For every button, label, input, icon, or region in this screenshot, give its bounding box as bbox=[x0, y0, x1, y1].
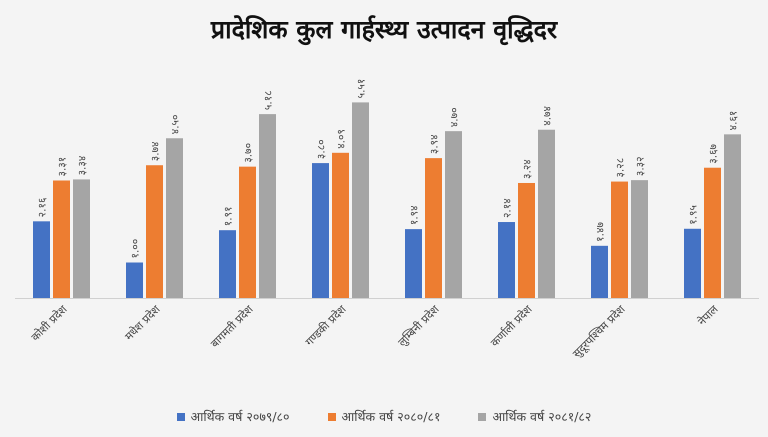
data-label: २.१६ bbox=[37, 198, 49, 218]
data-label: ४.०९ bbox=[336, 129, 348, 149]
data-label: १.०० bbox=[130, 239, 142, 259]
category-label: कोशी प्रदेश bbox=[29, 303, 70, 344]
data-label: ३.८० bbox=[316, 139, 328, 159]
bar bbox=[518, 182, 535, 298]
data-label: १.९४ bbox=[409, 205, 421, 225]
bar bbox=[405, 229, 422, 298]
category-label: नेपाल bbox=[695, 303, 721, 329]
bar bbox=[166, 138, 183, 298]
bar bbox=[704, 167, 721, 298]
legend-item-1: आर्थिक वर्ष २०८०/८१ bbox=[327, 408, 441, 425]
bar bbox=[73, 179, 90, 298]
bar bbox=[33, 221, 50, 298]
data-label: १.९५ bbox=[688, 205, 700, 225]
chart-title: प्रादेशिक कुल गार्हस्थ्य उत्पादन वृद्धिद… bbox=[210, 15, 558, 44]
bar bbox=[724, 134, 741, 298]
bar bbox=[425, 158, 442, 298]
bar bbox=[611, 181, 628, 298]
bar bbox=[126, 262, 143, 298]
data-label: ३.९४ bbox=[429, 134, 441, 154]
legend-label: आर्थिक वर्ष २०८०/८१ bbox=[341, 409, 441, 424]
bar bbox=[312, 163, 329, 298]
data-label: ३.३१ bbox=[57, 157, 69, 177]
legend-swatch-icon bbox=[176, 412, 185, 421]
data-label: १.४७ bbox=[595, 222, 607, 242]
bar bbox=[445, 131, 462, 298]
data-label: ३.७४ bbox=[150, 142, 162, 162]
bar bbox=[146, 165, 163, 298]
legend-item-0: आर्थिक वर्ष २०७९/८० bbox=[176, 408, 290, 425]
data-label: ५.५१ bbox=[356, 79, 368, 99]
data-label: ४.७० bbox=[449, 107, 461, 127]
category-label: सुदूरपश्चिम प्रदेश bbox=[570, 303, 628, 361]
data-label: १.९१ bbox=[223, 206, 235, 226]
bar bbox=[259, 114, 276, 298]
data-label: ३.६७ bbox=[708, 143, 720, 163]
category-label: गण्डकी प्रदेश bbox=[303, 303, 349, 349]
data-label: ३.७० bbox=[243, 143, 255, 163]
bar bbox=[498, 222, 515, 298]
data-label: ३.२४ bbox=[522, 159, 534, 179]
bar bbox=[219, 230, 236, 298]
bar bbox=[332, 152, 349, 298]
bar bbox=[538, 129, 555, 298]
data-label: ४.७४ bbox=[542, 106, 554, 126]
legend-swatch-icon bbox=[327, 412, 336, 421]
data-label: २.१४ bbox=[502, 198, 514, 218]
bar bbox=[631, 180, 648, 298]
bar bbox=[53, 180, 70, 298]
data-label: ३.२८ bbox=[615, 158, 627, 178]
category-label: लुम्बिनी प्रदेश bbox=[396, 303, 442, 349]
bar bbox=[352, 102, 369, 299]
category-label: कर्णाली प्रदेश bbox=[488, 303, 535, 350]
category-label: बागमती प्रदेश bbox=[208, 303, 256, 351]
bar bbox=[239, 166, 256, 298]
legend-swatch-icon bbox=[478, 412, 487, 421]
legend: आर्थिक वर्ष २०७९/८० आर्थिक वर्ष २०८०/८१ … bbox=[0, 408, 768, 425]
data-label: ३.३४ bbox=[77, 156, 89, 176]
data-label: ५.१८ bbox=[263, 90, 275, 110]
bar bbox=[684, 228, 701, 298]
data-label: ४.६१ bbox=[728, 111, 740, 131]
data-label: ४.५० bbox=[170, 115, 182, 135]
bar bbox=[591, 245, 608, 298]
legend-item-2: आर्थिक वर्ष २०८१/८२ bbox=[478, 408, 591, 425]
category-label: मधेश प्रदेश bbox=[122, 303, 163, 344]
legend-label: आर्थिक वर्ष २०८१/८२ bbox=[492, 409, 592, 424]
legend-label: आर्थिक वर्ष २०७९/८० bbox=[190, 409, 290, 424]
data-label: ३.३२ bbox=[635, 156, 647, 176]
